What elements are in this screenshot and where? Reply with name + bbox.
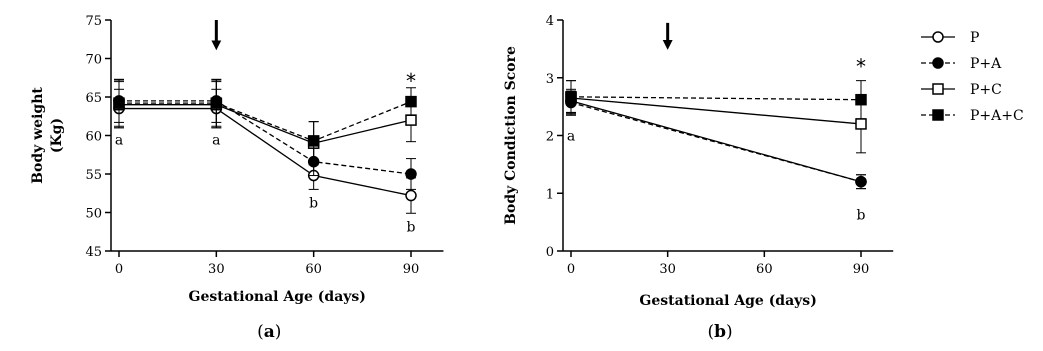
data-point-p-plus-a-plus-c [565, 91, 577, 103]
data-point-p-plus-a-plus-c [210, 97, 223, 109]
y-tick-label: 0 [546, 245, 554, 260]
panel-label-letter: b [714, 322, 726, 342]
x-tick-label: 90 [853, 262, 870, 277]
panel-label-close: ) [275, 322, 282, 342]
series-p-plus-a-plus-c [113, 79, 417, 161]
x-tick-label: 90 [403, 262, 420, 277]
legend: P P+A P+C P+A+C [921, 30, 1024, 124]
significance-letter: b [309, 195, 318, 211]
y-tick-label: 70 [85, 53, 102, 68]
panel-label: (a) [257, 322, 281, 342]
significance-letter: a [567, 129, 575, 145]
legend-label: P+C [970, 82, 1002, 98]
x-tick-label: 30 [659, 262, 676, 277]
series-p [113, 88, 417, 214]
series-p-plus-a-plus-c [565, 80, 867, 120]
significance-star: * [406, 69, 416, 93]
significance-letter: a [115, 132, 123, 148]
data-point-p-plus-c [405, 114, 417, 126]
legend-item-p-plus-a: P+A [921, 56, 1002, 72]
y-tick-label: 1 [546, 187, 554, 202]
x-axis-title: Gestational Age (days) [189, 289, 366, 305]
x-tick-label: 60 [756, 262, 773, 277]
y-axis-title-line: (Kg) [49, 118, 65, 153]
legend-marker [932, 83, 944, 95]
x-tick-label: 30 [208, 262, 225, 277]
legend-item-p-plus-c: P+C [921, 82, 1002, 98]
series-line-p-plus-a [119, 100, 412, 175]
legend-label: P+A+C [970, 108, 1024, 124]
significance-letter: a [212, 132, 220, 148]
x-tick-label: 60 [305, 262, 322, 277]
data-point-p-plus-a-plus-c [405, 95, 417, 108]
series-p-plus-c [113, 81, 417, 166]
y-tick-label: 60 [85, 130, 102, 145]
y-tick-label: 45 [85, 245, 102, 260]
series-line-p [570, 100, 862, 183]
panel-label-close: ) [726, 322, 733, 342]
panel-label-letter: a [264, 322, 275, 342]
significance-letter: b [407, 219, 416, 235]
data-point-p-plus-a-plus-c [855, 93, 867, 106]
y-axis-title-line: Body Condiction Score [503, 46, 519, 225]
legend-label: P+A [970, 56, 1002, 72]
y-tick-label: 3 [546, 72, 554, 87]
series-p-plus-c [565, 80, 867, 154]
legend-marker [932, 31, 944, 43]
data-point-p-plus-a-plus-c [307, 135, 320, 147]
data-point-p-plus-c [855, 118, 867, 130]
legend-item-p: P [921, 30, 979, 46]
y-tick-label: 50 [85, 207, 102, 222]
data-point-p-plus-a-plus-c [113, 97, 125, 109]
panel-label: (b) [708, 322, 733, 342]
series-line-p-plus-c [119, 104, 412, 144]
chart-a: 45 50 55 60 65 70 75 0 30 60 90 Gestational Age (da… [30, 14, 444, 342]
y-axis-title-line: Body weight [30, 87, 46, 184]
y-tick-label: 75 [85, 14, 102, 29]
y-axis-title: Body weight (Kg) [30, 87, 65, 184]
significance-star: * [856, 54, 866, 78]
series-line-p [119, 107, 412, 197]
y-tick-label: 65 [85, 91, 102, 106]
panel-label-open: ( [257, 322, 264, 342]
legend-item-p-plus-a-plus-c: P+A+C [921, 108, 1024, 124]
y-tick-label: 4 [546, 14, 554, 29]
series-line-p-plus-a-plus-c [119, 101, 412, 142]
legend-marker [932, 57, 944, 69]
legend-marker [932, 109, 944, 121]
data-point-p [405, 189, 417, 202]
y-axis-title: Body Condiction Score [503, 46, 519, 225]
series-line-p-plus-c [570, 97, 862, 125]
chart-b: 0 1 2 3 4 0 30 60 90 Gestational Age (days) Body C… [503, 14, 894, 342]
series-line-p-plus-a-plus-c [570, 96, 862, 101]
series-p-plus-a [113, 78, 417, 190]
data-point-p-plus-a [405, 168, 417, 180]
series-line-p-plus-a [570, 101, 862, 183]
series-p-plus-a [565, 90, 867, 190]
legend-label: P [970, 30, 979, 46]
significance-letter: b [857, 208, 866, 224]
y-tick-label: 55 [85, 168, 102, 183]
panel-label-open: ( [708, 322, 715, 342]
x-tick-label: 0 [115, 262, 123, 277]
data-point-p-plus-a [855, 175, 867, 188]
x-axis-title: Gestational Age (days) [639, 293, 816, 309]
series-p [565, 88, 867, 190]
x-tick-label: 0 [567, 262, 575, 277]
y-tick-label: 2 [546, 130, 554, 145]
